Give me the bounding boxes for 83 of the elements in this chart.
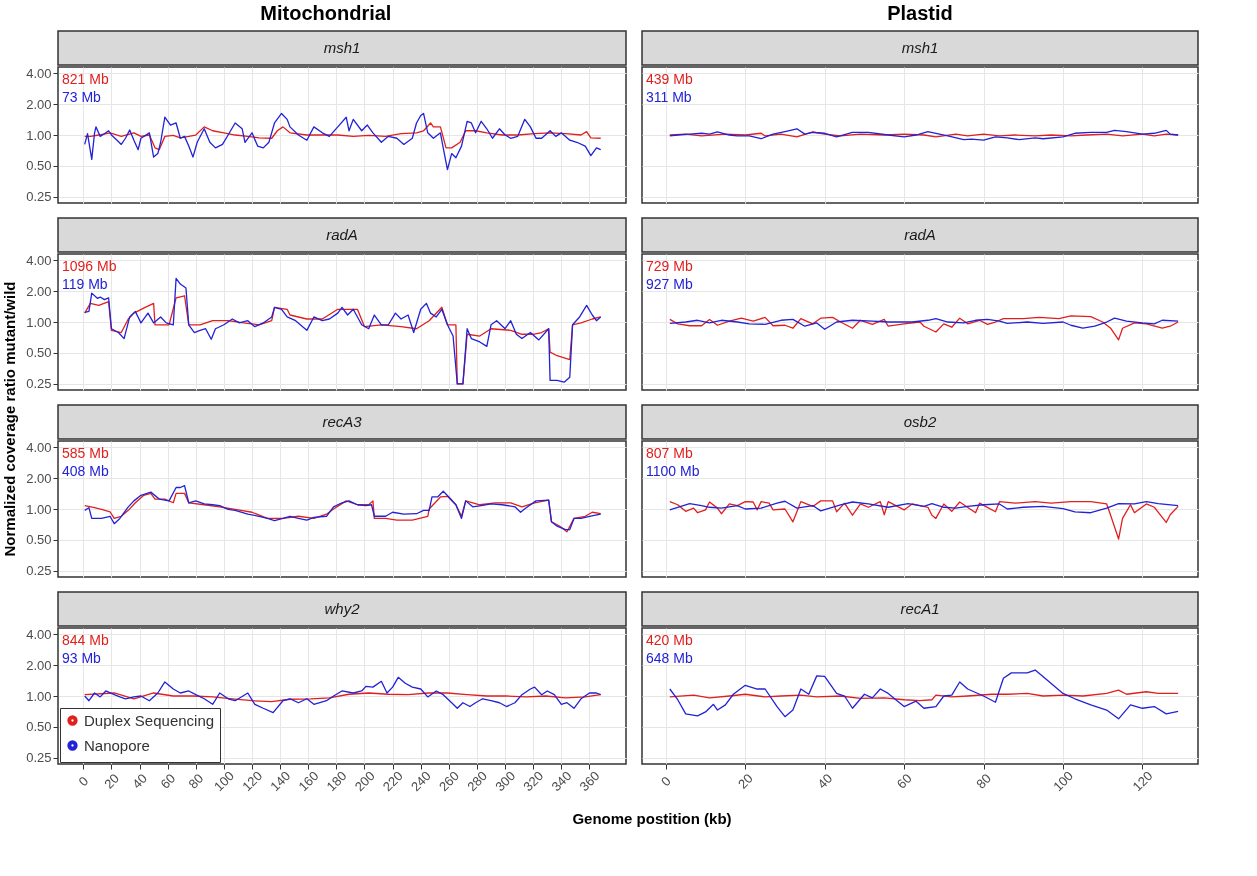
chart-subtitle: msh1 — [323, 39, 361, 56]
chart-title: Mitochondrial — [260, 2, 392, 25]
chart-subtitle: radA — [904, 226, 936, 243]
x-tick-label: 0 — [75, 773, 92, 790]
annotation: 119 Mb — [62, 276, 108, 292]
y-tick-label: 0.25 — [26, 376, 52, 392]
chart-subtitle: osb2 — [903, 413, 937, 430]
x-tick-label: 180 — [323, 768, 350, 795]
x-tick-label: 40 — [814, 770, 836, 792]
y-tick-label: 4.00 — [26, 65, 52, 81]
line-series — [84, 484, 602, 531]
y-tick-label: 0.25 — [26, 189, 52, 205]
y-tick-label: 4.00 — [26, 626, 52, 642]
y-tick-label: 1.00 — [26, 501, 52, 517]
x-tick-label: 280 — [464, 768, 491, 795]
x-tick-label: 80 — [185, 770, 207, 792]
x-tick-label: 260 — [436, 768, 462, 795]
x-tick-label: 20 — [101, 770, 122, 792]
line-series — [84, 122, 602, 151]
annotation: 73 Mb — [62, 89, 102, 105]
annotation: 585 Mb — [62, 445, 109, 461]
y-tick-label: 1.00 — [26, 127, 52, 143]
line-series — [84, 676, 602, 714]
y-tick-label: 0.50 — [26, 719, 52, 735]
y-tick-label: 0.50 — [26, 158, 52, 174]
x-tick-label: 40 — [129, 770, 151, 792]
annotation: 439 Mb — [646, 71, 693, 87]
legend-label: Duplex Sequencing — [84, 711, 215, 729]
legend-label: Nanopore — [84, 736, 150, 754]
x-tick-label: 120 — [1129, 768, 1156, 795]
annotation: 311 Mb — [646, 89, 692, 105]
x-tick-label: 300 — [492, 768, 519, 795]
y-axis-title: Normalized coverage ratio mutant/wild — [1, 281, 18, 557]
x-tick-label: 360 — [576, 768, 603, 795]
annotation: 648 Mb — [646, 650, 693, 666]
y-tick-label: 2.00 — [26, 96, 52, 112]
chart-subtitle: recA1 — [900, 600, 940, 617]
x-tick-label: 80 — [973, 770, 995, 792]
chart-subtitle: why2 — [324, 600, 361, 617]
x-tick-label: 140 — [267, 768, 294, 795]
annotation: 93 Mb — [62, 650, 102, 666]
y-tick-label: 0.50 — [26, 345, 52, 361]
annotation: 408 Mb — [62, 463, 109, 479]
line-series — [84, 492, 602, 533]
line-series — [84, 277, 602, 385]
annotation: 807 Mb — [646, 445, 693, 461]
line-series — [84, 692, 602, 703]
y-tick-label: 0.25 — [26, 750, 52, 766]
x-tick-label: 100 — [211, 768, 238, 795]
y-tick-label: 2.00 — [26, 657, 52, 673]
y-tick-label: 1.00 — [26, 688, 52, 704]
x-tick-label: 60 — [893, 770, 915, 792]
chart-title: Plastid — [887, 2, 953, 25]
y-tick-label: 2.00 — [26, 470, 52, 486]
annotation: 927 Mb — [646, 276, 693, 292]
x-tick-label: 100 — [1050, 768, 1077, 795]
x-axis-title: Genome postition (kb) — [572, 810, 732, 827]
x-tick-label: 160 — [295, 768, 322, 795]
x-tick-label: 340 — [548, 768, 575, 795]
annotation: 1096 Mb — [62, 258, 117, 274]
annotation: 1100 Mb — [646, 463, 700, 479]
chart-subtitle: recA3 — [322, 413, 363, 430]
y-tick-label: 0.50 — [26, 532, 52, 548]
chart-subtitle: msh1 — [901, 39, 939, 56]
line-series — [84, 112, 602, 171]
annotation: 844 Mb — [62, 632, 109, 648]
x-tick-label: 240 — [407, 768, 434, 795]
chart-subtitle: radA — [326, 226, 358, 243]
y-tick-label: 1.00 — [26, 314, 52, 330]
y-tick-label: 4.00 — [26, 252, 52, 268]
y-tick-label: 0.25 — [26, 563, 52, 579]
x-tick-label: 320 — [520, 768, 547, 795]
x-tick-label: 120 — [239, 768, 266, 795]
x-tick-label: 20 — [734, 770, 756, 792]
annotation: 420 Mb — [646, 632, 693, 648]
annotation: 821 Mb — [62, 71, 109, 87]
y-tick-label: 2.00 — [26, 283, 52, 299]
x-tick-label: 200 — [351, 768, 378, 795]
x-tick-label: 0 — [658, 773, 674, 790]
y-tick-label: 4.00 — [26, 439, 52, 455]
x-tick-label: 60 — [157, 770, 179, 792]
annotation: 729 Mb — [646, 258, 693, 274]
x-tick-label: 220 — [379, 768, 406, 795]
